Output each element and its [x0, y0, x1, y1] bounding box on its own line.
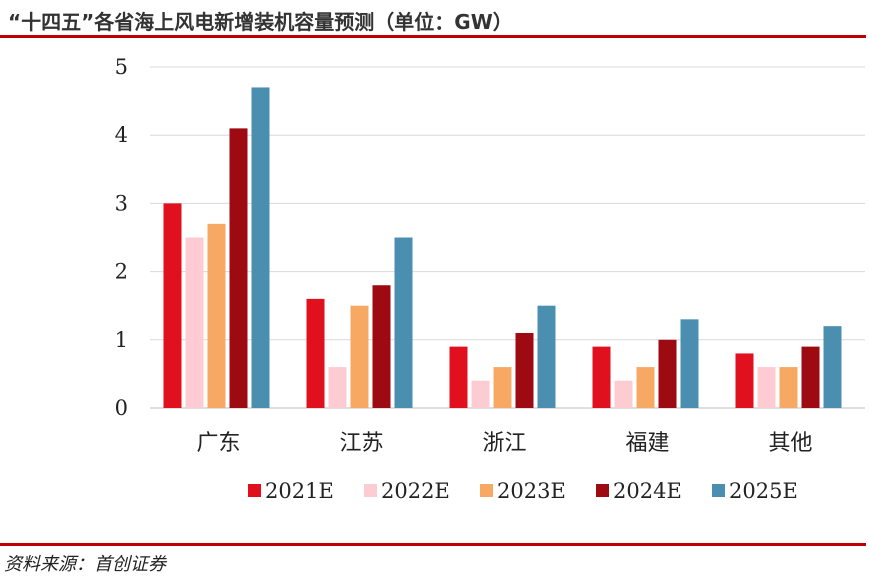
y-tick-label: 4: [115, 123, 128, 147]
bar: [185, 237, 204, 408]
y-tick-label: 3: [115, 191, 128, 215]
legend-label: 2025E: [729, 479, 798, 503]
bar: [449, 346, 468, 408]
bar: [328, 367, 347, 408]
bar: [592, 346, 611, 408]
bar: [658, 339, 677, 408]
y-tick-label: 5: [115, 55, 128, 79]
legend-label: 2024E: [613, 479, 682, 503]
bar: [163, 203, 182, 408]
x-category-label: 江苏: [339, 431, 383, 456]
legend-swatch: [712, 484, 725, 497]
legend-label: 2021E: [265, 479, 334, 503]
bar: [306, 298, 325, 408]
bar: [735, 353, 754, 408]
bar: [493, 367, 512, 408]
y-tick-label: 0: [115, 396, 128, 420]
bar: [614, 380, 633, 408]
legend-swatch: [364, 484, 377, 497]
y-tick-label: 2: [115, 260, 128, 284]
x-category-label: 浙江: [482, 431, 526, 456]
legend-swatch: [248, 484, 261, 497]
y-tick-label: 1: [115, 328, 128, 352]
legend-swatch: [596, 484, 609, 497]
legend: 2021E 2022E 2023E 2024E 2025E: [248, 479, 798, 503]
source-note: 资料来源：首创证券: [4, 554, 166, 575]
x-category-label: 其他: [768, 431, 812, 456]
x-category-label: 广东: [196, 431, 240, 456]
chart-title: “十四五”各省海上风电新增装机容量预测（单位：GW）: [8, 10, 513, 34]
legend-label: 2023E: [497, 479, 566, 503]
legend-swatch: [480, 484, 493, 497]
bar: [801, 346, 820, 408]
bar: [394, 237, 413, 408]
x-category-label: 福建: [625, 431, 669, 456]
y-axis-ticks: 0 1 2 3 4 5: [115, 55, 128, 420]
bar: [636, 367, 655, 408]
x-axis-categories: 广东 江苏 浙江 福建 其他: [196, 431, 812, 456]
bar: [207, 223, 226, 408]
legend-label: 2022E: [381, 479, 450, 503]
bar: [757, 367, 776, 408]
footer-rule: [0, 543, 866, 546]
bar: [823, 326, 842, 408]
bar: [779, 367, 798, 408]
bar: [372, 285, 391, 408]
bar: [251, 87, 270, 409]
bar: [515, 332, 534, 408]
bar: [350, 305, 369, 408]
bar: [229, 128, 248, 408]
bar: [537, 305, 556, 408]
bars: [163, 87, 842, 409]
header-rule: [0, 35, 866, 38]
bar: [680, 319, 699, 408]
bar: [471, 380, 490, 408]
